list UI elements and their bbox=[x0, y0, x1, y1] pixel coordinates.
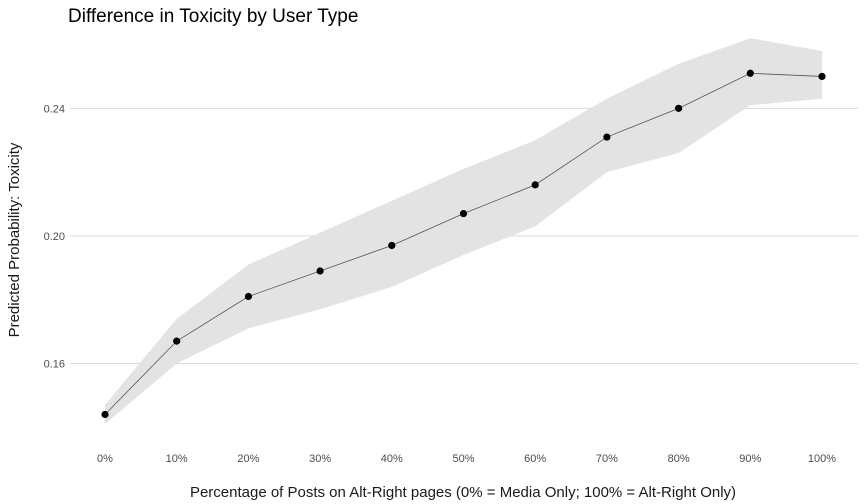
x-tick-label: 30% bbox=[309, 453, 331, 465]
confidence-band bbox=[105, 38, 822, 425]
x-tick-labels: 0% 10% 20% 30% 40% 50% 60% 70% 80% 90% 100% bbox=[97, 453, 836, 465]
data-point bbox=[531, 181, 539, 189]
data-point bbox=[746, 69, 754, 77]
x-tick-label: 20% bbox=[237, 453, 259, 465]
data-point bbox=[675, 104, 683, 112]
y-tick-labels: 0.16 0.20 0.24 bbox=[44, 103, 65, 370]
y-axis-title: Predicted Probability: Toxicity bbox=[6, 142, 23, 337]
data-point bbox=[818, 72, 826, 81]
data-points bbox=[101, 69, 826, 419]
x-tick-label: 60% bbox=[524, 453, 546, 465]
y-tick-label: 0.20 bbox=[44, 231, 65, 243]
x-tick-label: 40% bbox=[381, 453, 403, 465]
x-axis-title: Percentage of Posts on Alt-Right pages (… bbox=[190, 484, 736, 501]
data-point bbox=[603, 133, 611, 141]
data-point bbox=[244, 292, 252, 301]
x-tick-label: 50% bbox=[452, 453, 474, 465]
x-tick-label: 90% bbox=[739, 453, 761, 465]
x-tick-label: 80% bbox=[668, 453, 690, 465]
data-point bbox=[459, 209, 468, 218]
x-tick-label: 0% bbox=[97, 453, 113, 465]
x-tick-label: 10% bbox=[166, 453, 188, 465]
x-tick-label: 70% bbox=[596, 453, 618, 465]
data-point bbox=[101, 410, 109, 419]
data-point bbox=[316, 267, 324, 275]
y-tick-label: 0.16 bbox=[44, 358, 65, 370]
data-point bbox=[173, 337, 181, 345]
data-point bbox=[388, 241, 396, 250]
y-tick-label: 0.24 bbox=[44, 103, 65, 115]
chart-title: Difference in Toxicity by User Type bbox=[68, 6, 358, 27]
x-tick-label: 100% bbox=[808, 453, 836, 465]
